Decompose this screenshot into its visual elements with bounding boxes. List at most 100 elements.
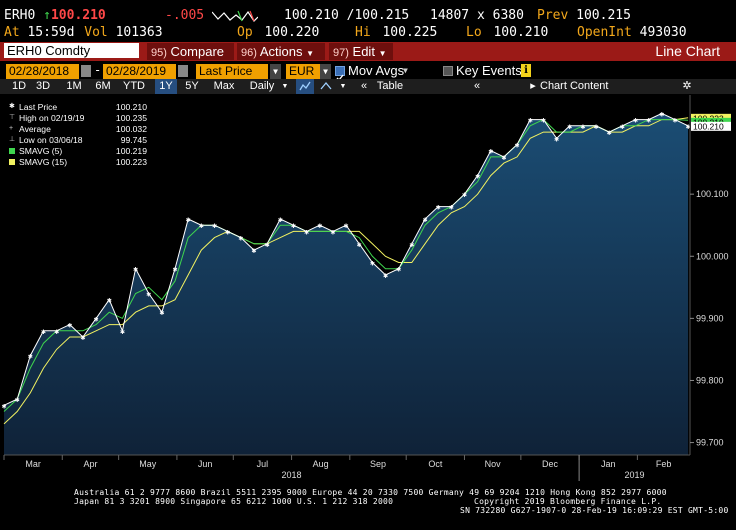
low-marker-icon: ⊥ <box>9 136 16 143</box>
price-point: ✱ <box>528 116 533 125</box>
price-point: ✱ <box>133 265 138 274</box>
end-date-field[interactable]: 02/28/2019 <box>103 64 176 79</box>
draw-tool-icon[interactable] <box>317 79 335 94</box>
key-events-checkbox[interactable] <box>443 66 453 76</box>
price-point: ✱ <box>265 240 270 249</box>
legend-value: 100.235 <box>115 113 147 123</box>
double-chevron-icon[interactable]: « <box>360 80 368 92</box>
legend-row: ✱ Last Price 100.210 <box>7 102 149 113</box>
chevron-down-icon[interactable]: ▼ <box>270 64 281 79</box>
mov-avgs-checkbox[interactable] <box>335 66 345 82</box>
period-1y[interactable]: 1Y <box>155 79 177 94</box>
period-max[interactable]: Max <box>213 80 235 92</box>
x-tick-label: Mar <box>25 459 41 469</box>
price-point: ✱ <box>673 116 678 125</box>
table-button[interactable]: Table <box>376 80 404 92</box>
info-icon[interactable]: i <box>521 64 531 77</box>
period-1d[interactable]: 1D <box>11 80 27 92</box>
price-point: ✱ <box>212 221 217 230</box>
menu-bar: ERH0 Comdty 95) Compare ▼ 96) Actions ▼ … <box>0 42 736 77</box>
x-axis: Mar Apr May Jun Jul Aug Sep Oct Nov Dec Jan Feb 2018… <box>3 454 690 481</box>
calendar-icon[interactable] <box>81 65 91 77</box>
legend-label: High on 02/19/19 <box>19 113 85 123</box>
currency-select[interactable]: EUR <box>286 64 320 79</box>
smavg-5-swatch <box>9 148 15 154</box>
edit-button[interactable]: 97) Edit ▼ <box>329 43 393 60</box>
x-tick-label: Nov <box>485 459 502 469</box>
low-value: 100.210 <box>493 25 549 40</box>
chevron-down-icon[interactable]: ▼ <box>320 64 331 79</box>
price-point: ✱ <box>146 290 151 299</box>
bid-ask: 100.210 /100.215 <box>284 8 410 23</box>
price-point: ✱ <box>81 333 86 342</box>
prev-label: Prev <box>537 8 569 23</box>
chart-content-button[interactable]: Chart Content <box>540 80 609 92</box>
legend-label: SMAVG (5) <box>19 146 63 156</box>
actions-button[interactable]: 96) Actions ▼ <box>237 43 325 60</box>
actions-shortcut: 96) <box>241 47 257 59</box>
last-value-label: 100.210 <box>693 121 724 131</box>
compare-button[interactable]: 95) Compare ▼ <box>147 43 234 77</box>
frequency-select[interactable]: Daily <box>249 80 275 92</box>
start-date-field[interactable]: 02/28/2018 <box>6 64 79 79</box>
x-tick-label: Oct <box>428 459 443 469</box>
last-value-tag <box>691 121 731 131</box>
price-point: ✱ <box>396 265 401 274</box>
volume: 101363 <box>115 25 163 40</box>
price-point: ✱ <box>370 258 375 267</box>
price-point: ✱ <box>199 221 204 230</box>
period-3d[interactable]: 3D <box>35 80 51 92</box>
x-tick-label: Jul <box>257 459 269 469</box>
calendar-icon[interactable] <box>178 65 188 77</box>
date-separator: - <box>94 63 102 77</box>
price-point: ✱ <box>357 240 362 249</box>
price-point: ✱ <box>41 327 46 336</box>
price-chart[interactable]: ✱ ✱ ✱ ✱ ✱ ✱ ✱ ✱ ✱ ✱ ✱ ✱ ✱ ✱ ✱ ✱ ✱ ✱ ✱ ✱ ✱ ✱ ✱ ✱ ✱ ✱ ✱ ✱ ✱ ✱ ✱ ✱ ✱ ✱ ✱ ✱ ✱ ✱ ✱ ✱… <box>0 95 736 483</box>
period-5y[interactable]: 5Y <box>185 80 199 92</box>
price-point: ✱ <box>28 352 33 361</box>
ticker-symbol[interactable]: ERH0 <box>4 8 36 23</box>
price-point: ✱ <box>2 401 7 410</box>
y-tick-label: 99.900 <box>696 313 724 323</box>
price-point: ✱ <box>54 327 59 336</box>
x-tick-label: Jan <box>601 459 616 469</box>
x-tick-label: Dec <box>542 459 559 469</box>
last-time: 15:59d <box>27 25 75 40</box>
legend-label: Average <box>19 124 51 134</box>
expand-icon[interactable]: ▸ <box>530 80 536 92</box>
double-chevron-icon[interactable]: « <box>473 80 481 92</box>
price-area <box>4 113 689 456</box>
smavg-5-line <box>3 119 689 412</box>
chevron-down-icon: ▼ <box>306 49 314 58</box>
price-point: ✱ <box>659 109 664 118</box>
price-point: ✱ <box>278 215 283 224</box>
price-point: ✱ <box>409 240 414 249</box>
price-point: ✱ <box>436 203 441 212</box>
x-tick-label: Jun <box>198 459 213 469</box>
price-point: ✱ <box>317 221 322 230</box>
price-point: ✱ <box>475 172 480 181</box>
open-field: Op 100.220 <box>237 24 319 41</box>
at-label: At <box>4 25 20 40</box>
field-select[interactable]: Last Price <box>196 64 268 79</box>
period-6m[interactable]: 6M <box>95 80 111 92</box>
chevron-down-icon[interactable]: ▼ <box>339 83 347 90</box>
legend-value: 99.745 <box>120 135 147 145</box>
period-1m[interactable]: 1M <box>66 80 82 92</box>
legend-label: Last Price <box>19 102 58 112</box>
period-ytd[interactable]: YTD <box>123 80 145 92</box>
x-tick-label: May <box>139 459 157 469</box>
y-tick-label: 99.700 <box>696 438 724 448</box>
chevron-down-icon[interactable]: ▼ <box>281 83 289 90</box>
actions-label: Actions <box>259 44 303 59</box>
line-tool-icon[interactable] <box>296 79 314 94</box>
security-field[interactable]: ERH0 Comdty <box>4 43 139 58</box>
low-field: Lo 100.210 <box>466 24 548 41</box>
price-point: ✱ <box>304 227 309 236</box>
gear-icon[interactable]: ✲ <box>682 80 692 92</box>
legend-row: SMAVG (5) 100.219 <box>7 146 149 157</box>
price-point: ✱ <box>120 327 125 336</box>
year-label: 2018 <box>282 470 302 480</box>
chevron-down-icon[interactable]: ▼ <box>403 66 408 75</box>
prev-close: Prev 100.215 <box>537 7 631 24</box>
